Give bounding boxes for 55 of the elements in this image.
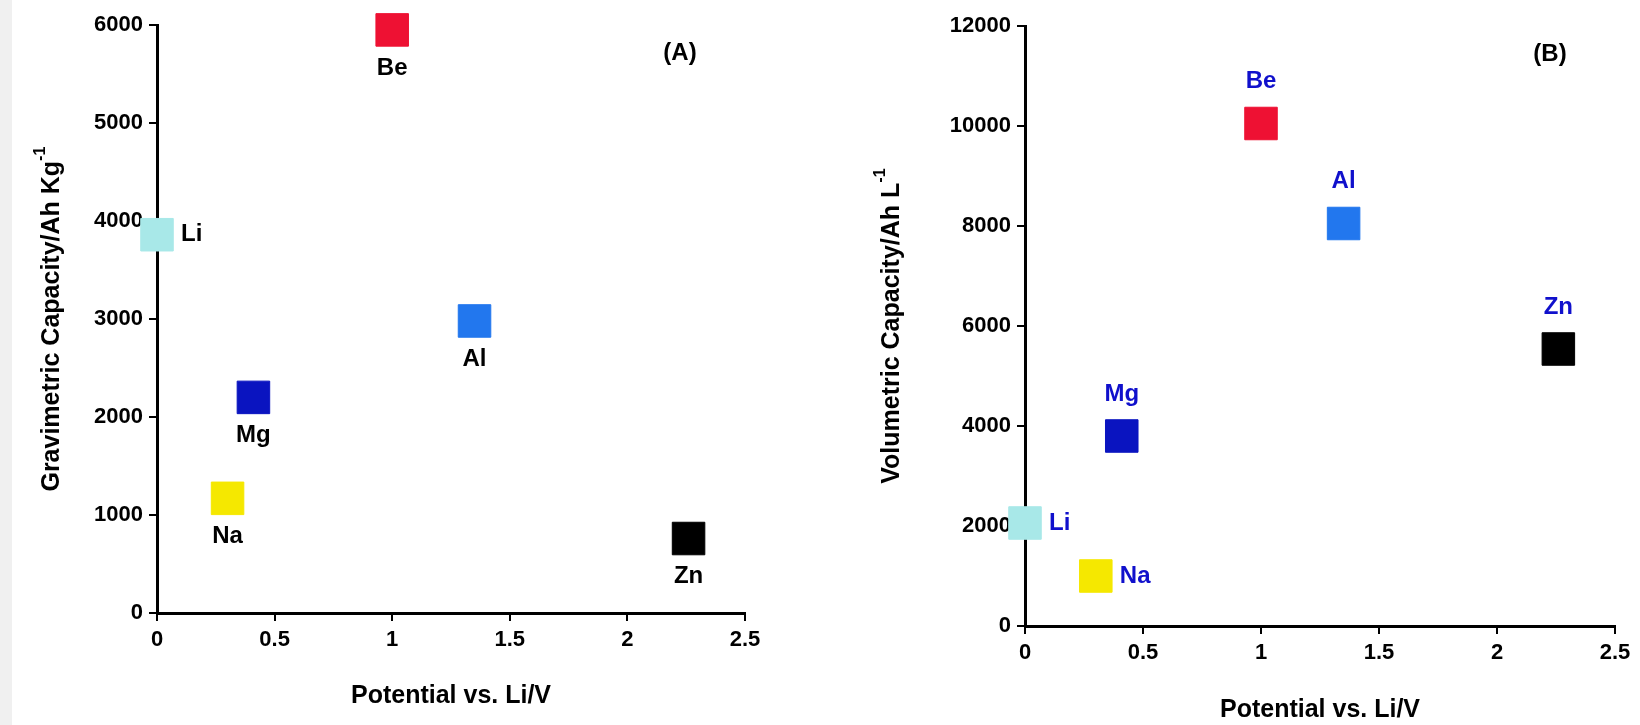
series-label: Al	[462, 343, 487, 371]
series-label: Mg	[236, 420, 271, 448]
point	[210, 481, 245, 516]
point	[140, 217, 174, 252]
y-tick-label: 12000	[949, 12, 1011, 38]
series-label: Be	[1245, 66, 1277, 94]
x-tick-label: 2	[621, 626, 634, 652]
x-tick-label: 2.5	[729, 626, 761, 652]
point	[1326, 206, 1361, 241]
y-tick-label: 4000	[94, 207, 143, 233]
series-label: Na	[1119, 560, 1152, 588]
x-tick-label: 0	[150, 626, 164, 652]
y-tick-label: 3000	[94, 305, 143, 331]
point	[1079, 559, 1113, 593]
x-tick-label: 1	[1254, 639, 1268, 665]
y-tick-label: 5000	[94, 109, 143, 135]
x-tick-label: 1.5	[1363, 639, 1395, 665]
y-tick-label: 8000	[962, 212, 1011, 238]
y-axis-title: Volumetric Capacity/Ah L-1	[870, 168, 904, 484]
y-tick-label: 1000	[94, 501, 143, 527]
series-label: Zn	[1543, 291, 1574, 319]
series-label: Li	[181, 219, 203, 247]
y-tick-label: 2000	[94, 403, 143, 429]
y-tick-label: 10000	[949, 112, 1011, 138]
point	[1105, 419, 1139, 453]
x-tick-label: 0.5	[259, 626, 290, 652]
annotation: (B)	[1533, 39, 1567, 66]
y-tick-label: 2000	[962, 512, 1011, 538]
point	[457, 304, 492, 338]
annotation: (A)	[663, 38, 697, 65]
point	[1008, 506, 1042, 540]
point	[1541, 332, 1576, 366]
x-axis-title: Potential vs. Li/V	[350, 680, 552, 708]
series-label: Zn	[673, 561, 704, 589]
x-tick-label: 2	[1490, 639, 1504, 665]
point	[375, 13, 409, 47]
x-tick-label: 1	[386, 626, 399, 652]
series-label: Al	[1331, 166, 1356, 194]
x-axis-title: Potential vs. Li/V	[1219, 694, 1421, 722]
x-tick-label: 0.5	[1127, 639, 1159, 665]
series-label: Be	[376, 52, 408, 80]
point	[1244, 106, 1278, 141]
series-label: Mg	[1104, 378, 1140, 406]
y-tick-label: 4000	[962, 412, 1011, 438]
x-tick-label: 1.5	[494, 626, 526, 652]
y-tick-label: 6000	[94, 11, 143, 37]
x-tick-label: 0	[1018, 639, 1032, 665]
series-label: Na	[212, 520, 244, 548]
point	[236, 380, 271, 415]
x-tick-label: 2.5	[1599, 639, 1631, 665]
point	[671, 521, 706, 556]
series-label: Li	[1049, 507, 1071, 535]
y-tick-label: 6000	[962, 312, 1011, 338]
y-tick-label: 0	[130, 599, 143, 625]
y-axis-title: Gravimetric Capacity/Ah Kg-1	[30, 146, 64, 492]
